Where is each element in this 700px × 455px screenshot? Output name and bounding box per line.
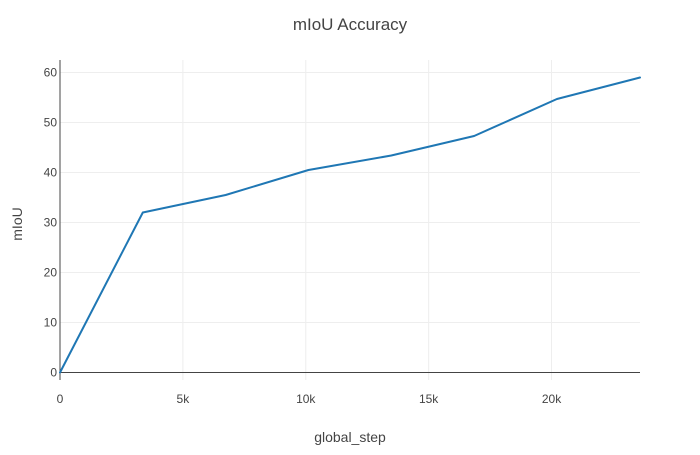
y-tick-label: 60	[44, 66, 58, 80]
y-tick-label: 20	[44, 266, 58, 280]
y-tick-label: 10	[44, 316, 58, 330]
x-tick-label: 0	[57, 392, 64, 406]
tick-labels: 0 5k 10k 15k 20k 0 10 20 30 40 50 60	[44, 66, 563, 407]
y-tick-label: 50	[44, 116, 58, 130]
x-tick-label: 10k	[296, 392, 316, 406]
x-tick-label: 15k	[419, 392, 439, 406]
series-layer	[59, 76, 641, 374]
axes	[59, 60, 640, 380]
y-tick-label: 40	[44, 166, 58, 180]
y-tick-label: 0	[50, 366, 57, 380]
x-tick-label: 20k	[542, 392, 562, 406]
grid	[60, 60, 640, 380]
chart-title: mIoU Accuracy	[293, 15, 408, 34]
y-axis-title: mIoU	[9, 207, 25, 240]
series-line	[59, 76, 641, 374]
y-tick-label: 30	[44, 216, 58, 230]
x-tick-label: 5k	[177, 392, 191, 406]
x-axis-title: global_step	[314, 429, 386, 445]
